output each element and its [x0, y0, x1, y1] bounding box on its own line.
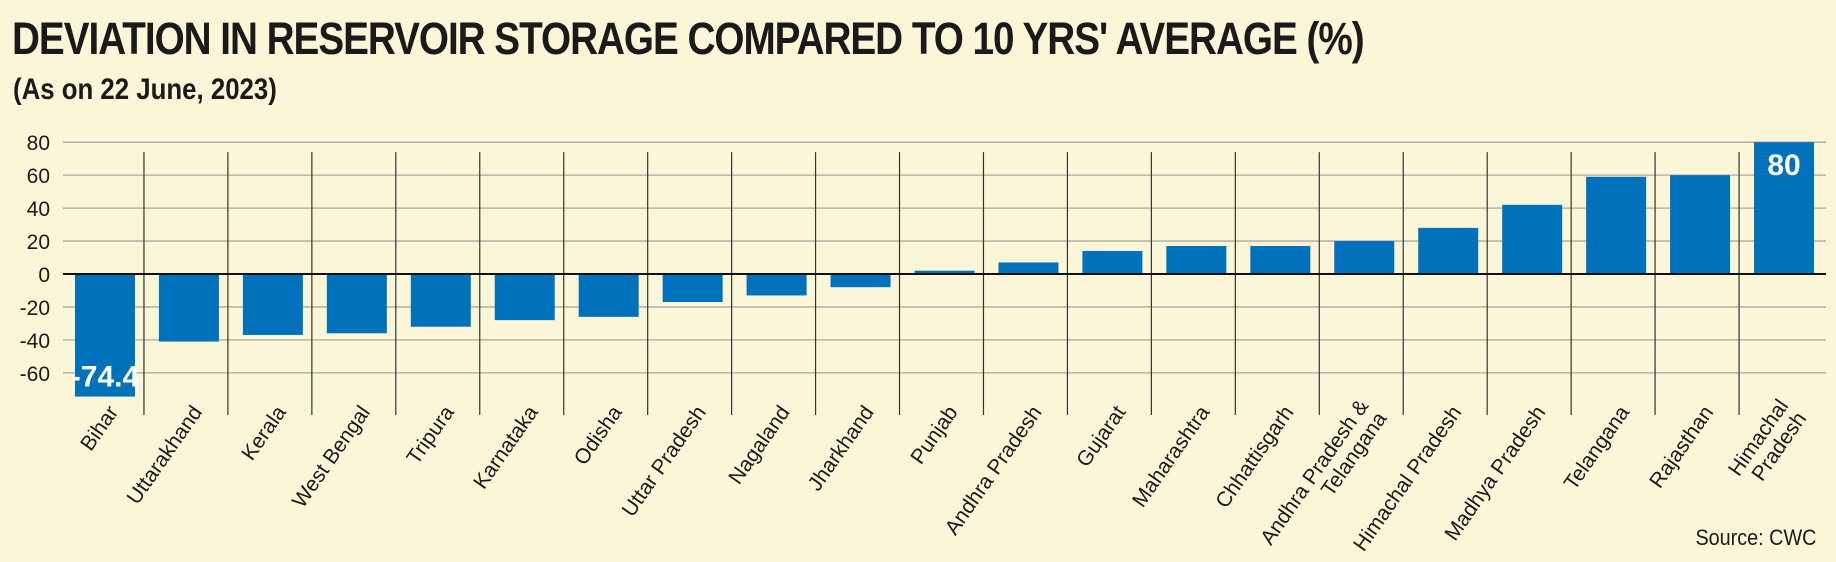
y-tick-label: 80 — [27, 132, 50, 155]
bar — [578, 274, 639, 317]
bar — [746, 274, 807, 296]
chart-title: DEVIATION IN RESERVOIR STORAGE COMPARED … — [12, 13, 1365, 64]
x-category-label: Gujarat — [1072, 402, 1130, 472]
bar — [158, 274, 219, 342]
bar — [1586, 176, 1647, 274]
bar — [410, 274, 471, 327]
bar — [1754, 142, 1815, 274]
y-tick-label: 0 — [38, 264, 50, 287]
bar — [74, 274, 135, 397]
x-category-label: West Bengal — [288, 402, 375, 512]
x-category-label: Punjab — [906, 402, 962, 469]
x-category-label: Bihar — [76, 402, 123, 455]
x-category-label: Rajasthan — [1645, 402, 1718, 493]
data-label: -74.4 — [71, 361, 140, 394]
bar — [326, 274, 387, 334]
x-category-label: Odisha — [570, 401, 627, 469]
bar — [1502, 204, 1563, 274]
x-category-label: Karnataka — [469, 401, 543, 493]
data-label: 80 — [1767, 149, 1800, 182]
y-tick-label: 60 — [27, 165, 50, 188]
bar — [1082, 250, 1143, 274]
x-category-label: Kerala — [237, 401, 291, 464]
x-category-label: Uttarakhand — [123, 402, 207, 509]
x-category-label: Uttar Pradesh — [618, 402, 711, 521]
bar — [1418, 227, 1479, 274]
x-category-label: Jharkhand — [804, 402, 879, 496]
y-tick-label: 20 — [27, 231, 50, 254]
y-tick-label: -60 — [20, 363, 50, 386]
x-category-label: Maharashtra — [1128, 401, 1215, 511]
bar — [494, 274, 555, 321]
bar — [1250, 245, 1311, 274]
bar — [830, 274, 891, 288]
bar — [914, 270, 975, 274]
x-category-label: HimachalPradesh — [1724, 395, 1811, 493]
bar — [662, 274, 723, 303]
source-note: Source: CWC — [1694, 525, 1816, 550]
x-category-label: Telangana — [1560, 401, 1635, 494]
x-category-label: Tripura — [402, 401, 459, 468]
bar — [242, 274, 303, 335]
chart-subtitle: (As on 22 June, 2023) — [13, 73, 277, 106]
bar — [1670, 175, 1731, 274]
y-tick-label: -20 — [20, 297, 50, 320]
x-category-label: Nagaland — [724, 402, 794, 489]
y-tick-label: 40 — [27, 198, 50, 221]
bar — [998, 262, 1059, 274]
y-tick-label: -40 — [20, 330, 50, 353]
bar — [1166, 245, 1227, 274]
bar — [1334, 241, 1395, 274]
